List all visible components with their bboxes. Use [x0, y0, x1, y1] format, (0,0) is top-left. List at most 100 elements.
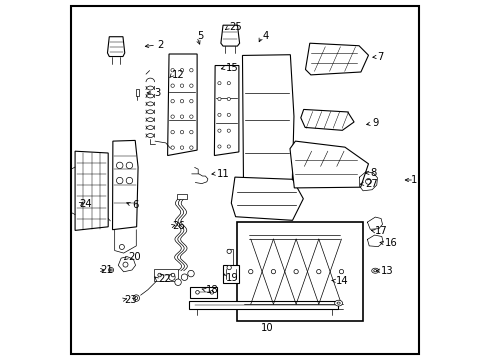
Circle shape — [180, 68, 184, 72]
Polygon shape — [154, 269, 178, 281]
Circle shape — [109, 267, 114, 273]
Circle shape — [171, 146, 174, 149]
Polygon shape — [113, 140, 138, 230]
Text: 9: 9 — [372, 118, 378, 129]
Circle shape — [171, 273, 175, 277]
Polygon shape — [231, 177, 303, 220]
Text: 18: 18 — [205, 285, 218, 295]
Text: 21: 21 — [100, 265, 113, 275]
Text: 20: 20 — [128, 252, 141, 262]
Polygon shape — [301, 109, 354, 130]
Circle shape — [188, 270, 194, 277]
Circle shape — [180, 84, 184, 87]
Circle shape — [218, 82, 221, 85]
Circle shape — [171, 99, 174, 103]
Circle shape — [227, 265, 231, 270]
Text: 10: 10 — [261, 323, 273, 333]
Circle shape — [227, 249, 231, 253]
Circle shape — [190, 130, 193, 134]
Text: 2: 2 — [157, 40, 163, 50]
Polygon shape — [168, 54, 197, 156]
Circle shape — [227, 97, 230, 100]
Polygon shape — [118, 257, 136, 272]
Text: 26: 26 — [172, 221, 185, 231]
Polygon shape — [221, 25, 240, 46]
Text: 16: 16 — [385, 238, 397, 248]
Circle shape — [190, 146, 193, 149]
Circle shape — [339, 269, 343, 274]
Text: 8: 8 — [370, 168, 376, 178]
Text: 27: 27 — [366, 179, 378, 189]
Bar — [237, 222, 363, 321]
Circle shape — [169, 274, 175, 280]
Text: 1: 1 — [411, 175, 417, 185]
Text: 5: 5 — [197, 31, 204, 41]
Circle shape — [126, 162, 133, 168]
Circle shape — [218, 97, 221, 100]
Text: 3: 3 — [154, 88, 161, 98]
Circle shape — [171, 130, 174, 134]
Circle shape — [181, 274, 188, 280]
Polygon shape — [107, 37, 125, 57]
Circle shape — [180, 146, 184, 149]
Circle shape — [190, 68, 193, 72]
Polygon shape — [223, 265, 239, 283]
Text: 14: 14 — [336, 276, 348, 286]
Text: 23: 23 — [124, 294, 137, 305]
Polygon shape — [290, 141, 368, 188]
Circle shape — [133, 295, 140, 301]
Text: 4: 4 — [262, 31, 269, 41]
Text: 19: 19 — [226, 273, 239, 283]
Circle shape — [171, 84, 174, 87]
Polygon shape — [189, 301, 338, 309]
Circle shape — [110, 269, 112, 271]
Circle shape — [117, 162, 123, 168]
Circle shape — [294, 269, 298, 274]
Text: 15: 15 — [226, 63, 239, 73]
Text: 12: 12 — [172, 70, 185, 80]
Bar — [177, 194, 187, 199]
Circle shape — [190, 84, 193, 87]
Circle shape — [271, 269, 275, 274]
Bar — [136, 89, 139, 96]
Circle shape — [218, 145, 221, 148]
Circle shape — [227, 113, 230, 117]
Circle shape — [117, 177, 123, 184]
Circle shape — [227, 129, 230, 132]
Text: 17: 17 — [375, 226, 388, 236]
Polygon shape — [215, 66, 239, 156]
Circle shape — [135, 297, 138, 300]
Circle shape — [180, 99, 184, 103]
Circle shape — [190, 99, 193, 103]
Ellipse shape — [337, 302, 340, 304]
Text: 24: 24 — [79, 199, 92, 210]
Polygon shape — [305, 43, 368, 75]
Text: 25: 25 — [229, 22, 242, 32]
Circle shape — [366, 179, 371, 184]
Circle shape — [218, 113, 221, 117]
Circle shape — [210, 291, 214, 294]
Circle shape — [126, 177, 133, 184]
Ellipse shape — [372, 268, 379, 273]
Circle shape — [175, 279, 181, 285]
Circle shape — [158, 273, 162, 277]
Circle shape — [227, 82, 230, 85]
Circle shape — [180, 130, 184, 134]
Polygon shape — [190, 287, 217, 298]
Text: 7: 7 — [377, 52, 384, 62]
Circle shape — [171, 115, 174, 118]
Ellipse shape — [335, 300, 343, 306]
Circle shape — [171, 68, 174, 72]
Circle shape — [123, 262, 128, 267]
Ellipse shape — [374, 270, 377, 272]
Circle shape — [317, 269, 321, 274]
Polygon shape — [243, 55, 294, 192]
Circle shape — [218, 129, 221, 132]
Text: 11: 11 — [217, 168, 230, 179]
Circle shape — [196, 291, 199, 294]
Text: 13: 13 — [381, 266, 393, 276]
Polygon shape — [75, 151, 108, 230]
Circle shape — [120, 244, 124, 249]
Text: 22: 22 — [158, 274, 171, 284]
Circle shape — [227, 145, 230, 148]
